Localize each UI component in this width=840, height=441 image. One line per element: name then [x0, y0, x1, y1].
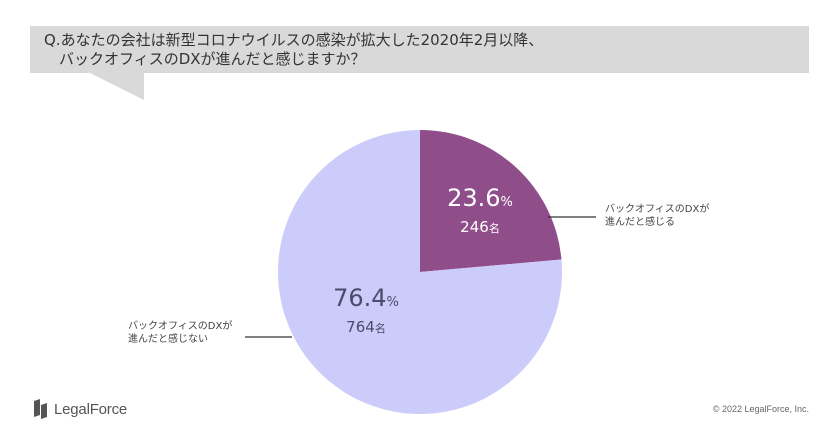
slice-category-label-line2-1: 進んだと感じる	[605, 215, 675, 228]
question-bubble-tail	[90, 73, 144, 100]
slice-category-label-line1-2: バックオフィスのDXが	[128, 319, 232, 332]
slice-count-label-1: 246名	[460, 218, 500, 236]
slice-category-label-line2-2: 進んだと感じない	[128, 332, 208, 345]
legalforce-logo: LegalForce	[30, 399, 127, 419]
copyright: © 2022 LegalForce, Inc.	[712, 404, 809, 414]
question-line-1: Q.あなたの会社は新型コロナウイルスの感染が拡大した2020年2月以降、	[44, 31, 544, 49]
slice-percent-label-1: 23.6%	[447, 184, 513, 212]
logo-text: LegalForce	[54, 400, 128, 418]
question-line-2: バックオフィスのDXが進んだと感じますか？	[59, 50, 366, 68]
legalforce-logo-icon	[34, 399, 47, 419]
pie-slice-1	[420, 130, 562, 272]
question-bubble	[30, 26, 809, 73]
slice-percent-label-2: 76.4%	[333, 284, 399, 312]
question-text: Q.あなたの会社は新型コロナウイルスの感染が拡大した2020年2月以降、 バック…	[44, 31, 543, 69]
slice-count-label-2: 764名	[346, 318, 386, 336]
slice-category-label-line1-1: バックオフィスのDXが	[605, 202, 709, 215]
pie-slice-2	[277, 130, 562, 414]
